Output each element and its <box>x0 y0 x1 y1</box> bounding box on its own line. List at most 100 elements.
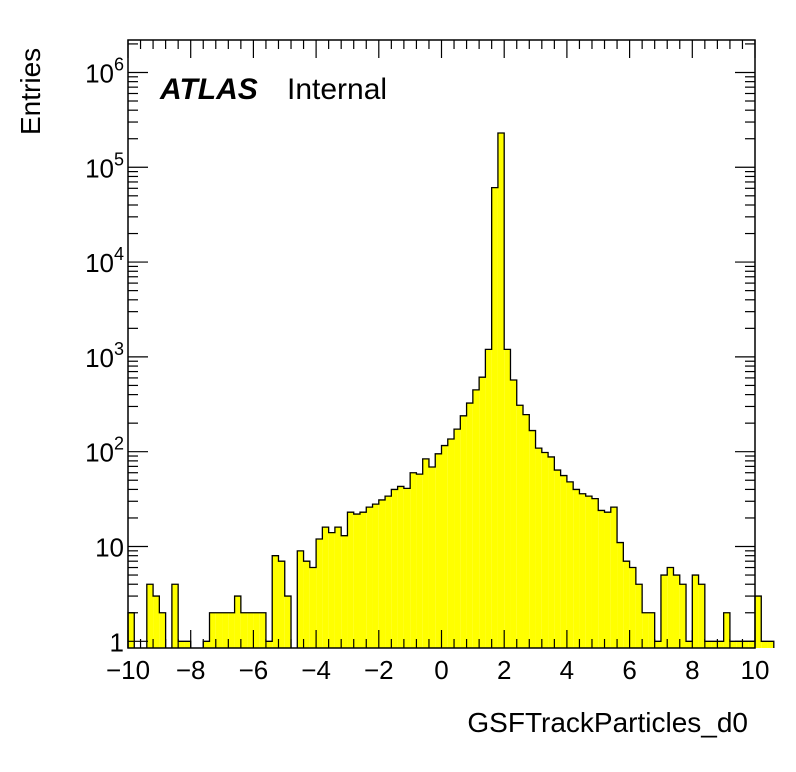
histogram-bar <box>667 567 674 648</box>
histogram-bar <box>729 641 737 648</box>
histogram-bar <box>591 498 599 648</box>
histogram-bar <box>548 456 555 648</box>
histogram-bar <box>573 489 580 648</box>
histogram-bar <box>648 612 655 648</box>
histogram-bar <box>215 612 223 648</box>
histogram-bar <box>341 535 348 648</box>
histogram-bar <box>579 493 586 648</box>
histogram-bar <box>284 596 292 648</box>
histogram-bar <box>510 380 517 648</box>
atlas-brand-label: ATLAS <box>159 73 258 106</box>
histogram-bar <box>385 496 392 648</box>
histogram-bar <box>372 504 379 648</box>
histogram-bar <box>334 527 342 648</box>
histogram-bar <box>297 550 304 648</box>
x-tick-label: −4 <box>301 655 331 685</box>
x-tick-label: −6 <box>239 655 269 685</box>
plot-frame <box>127 39 756 649</box>
y-axis-title: Entries <box>15 48 46 135</box>
histogram-bar <box>460 415 467 648</box>
y-tick-label: 1 <box>110 627 124 657</box>
x-tick-labels: −10 −8 −6 −4 −2 0 2 4 6 8 10 <box>106 655 770 685</box>
histogram-bar <box>454 429 461 648</box>
histogram-bar <box>711 641 718 648</box>
y-tick-label: 103 <box>85 339 124 373</box>
histogram-bar <box>259 612 266 648</box>
y-tick-label: 106 <box>85 54 124 88</box>
x-tick-label: 8 <box>685 655 699 685</box>
histogram-bar <box>723 612 730 648</box>
y-tick-label: 102 <box>85 434 124 468</box>
histogram-bar <box>328 532 335 648</box>
histogram-bar <box>479 377 486 648</box>
histogram-bar <box>203 641 210 648</box>
histogram-bar <box>153 596 160 648</box>
histogram-bar <box>767 641 774 648</box>
histogram-bar <box>466 403 473 648</box>
histogram-bar <box>554 470 561 648</box>
histogram-bar <box>347 512 354 648</box>
histogram-bar <box>391 489 398 648</box>
histogram-bar <box>435 453 442 648</box>
histogram-bar <box>278 561 285 648</box>
histogram-bar <box>560 475 567 648</box>
histogram-bar <box>171 584 179 648</box>
histogram-bar <box>316 538 323 648</box>
histogram-bar <box>541 452 549 648</box>
histogram-bar <box>704 641 712 648</box>
histogram-bar <box>222 612 229 648</box>
histogram-bar <box>566 481 574 648</box>
histogram-bar <box>309 567 317 648</box>
histogram-bar <box>322 527 329 648</box>
histogram-bar <box>209 612 216 648</box>
x-tick-label: 2 <box>497 655 511 685</box>
x-tick-label: 4 <box>560 655 574 685</box>
histogram-bar <box>679 584 687 648</box>
histogram-bar <box>598 510 605 648</box>
histogram-bar <box>128 612 135 648</box>
histogram-bar <box>159 612 166 648</box>
y-tick-label: 104 <box>85 244 124 278</box>
histogram-bar <box>447 439 455 648</box>
histogram-bar <box>654 641 661 648</box>
x-tick-label: 6 <box>622 655 636 685</box>
histogram-bar <box>416 474 423 648</box>
histogram-bar <box>441 445 448 648</box>
axis-ticks <box>127 40 756 648</box>
histogram-bar <box>585 496 592 648</box>
histogram-bar <box>410 472 417 648</box>
histogram-bar <box>228 612 235 648</box>
y-tick-label: 105 <box>85 149 124 183</box>
histogram-bar <box>742 641 749 648</box>
histogram-bar <box>178 641 185 648</box>
histogram-bar <box>748 641 755 648</box>
histogram-bar <box>422 458 429 648</box>
histogram-bar <box>736 641 743 648</box>
histogram-bar <box>485 349 492 648</box>
histogram-bar <box>529 430 536 648</box>
x-tick-label: −2 <box>364 655 394 685</box>
histogram-bar <box>265 641 273 648</box>
x-tick-label: −10 <box>106 655 150 685</box>
x-axis-title: GSFTrackParticles_d0 <box>467 707 748 738</box>
histogram-bar <box>717 641 724 648</box>
histogram-bar <box>359 512 367 648</box>
histogram-bar <box>303 561 310 648</box>
histogram-bar <box>629 567 636 648</box>
histogram-bar <box>523 414 530 648</box>
histogram-bar <box>497 132 505 649</box>
histogram-bar <box>698 584 705 648</box>
histogram-bar <box>366 507 373 648</box>
x-tick-label: −8 <box>176 655 206 685</box>
histogram-bar <box>272 555 279 648</box>
y-tick-labels: 1 10 102 103 104 105 106 <box>85 54 124 657</box>
histogram-bar <box>378 499 386 648</box>
histogram-bar <box>610 507 618 648</box>
histogram-bar <box>234 596 241 648</box>
histogram-bar <box>660 575 668 648</box>
histogram-bar <box>755 596 762 648</box>
histogram-bar <box>397 486 404 648</box>
histogram-bar <box>240 612 248 648</box>
histogram-bar <box>604 512 611 648</box>
